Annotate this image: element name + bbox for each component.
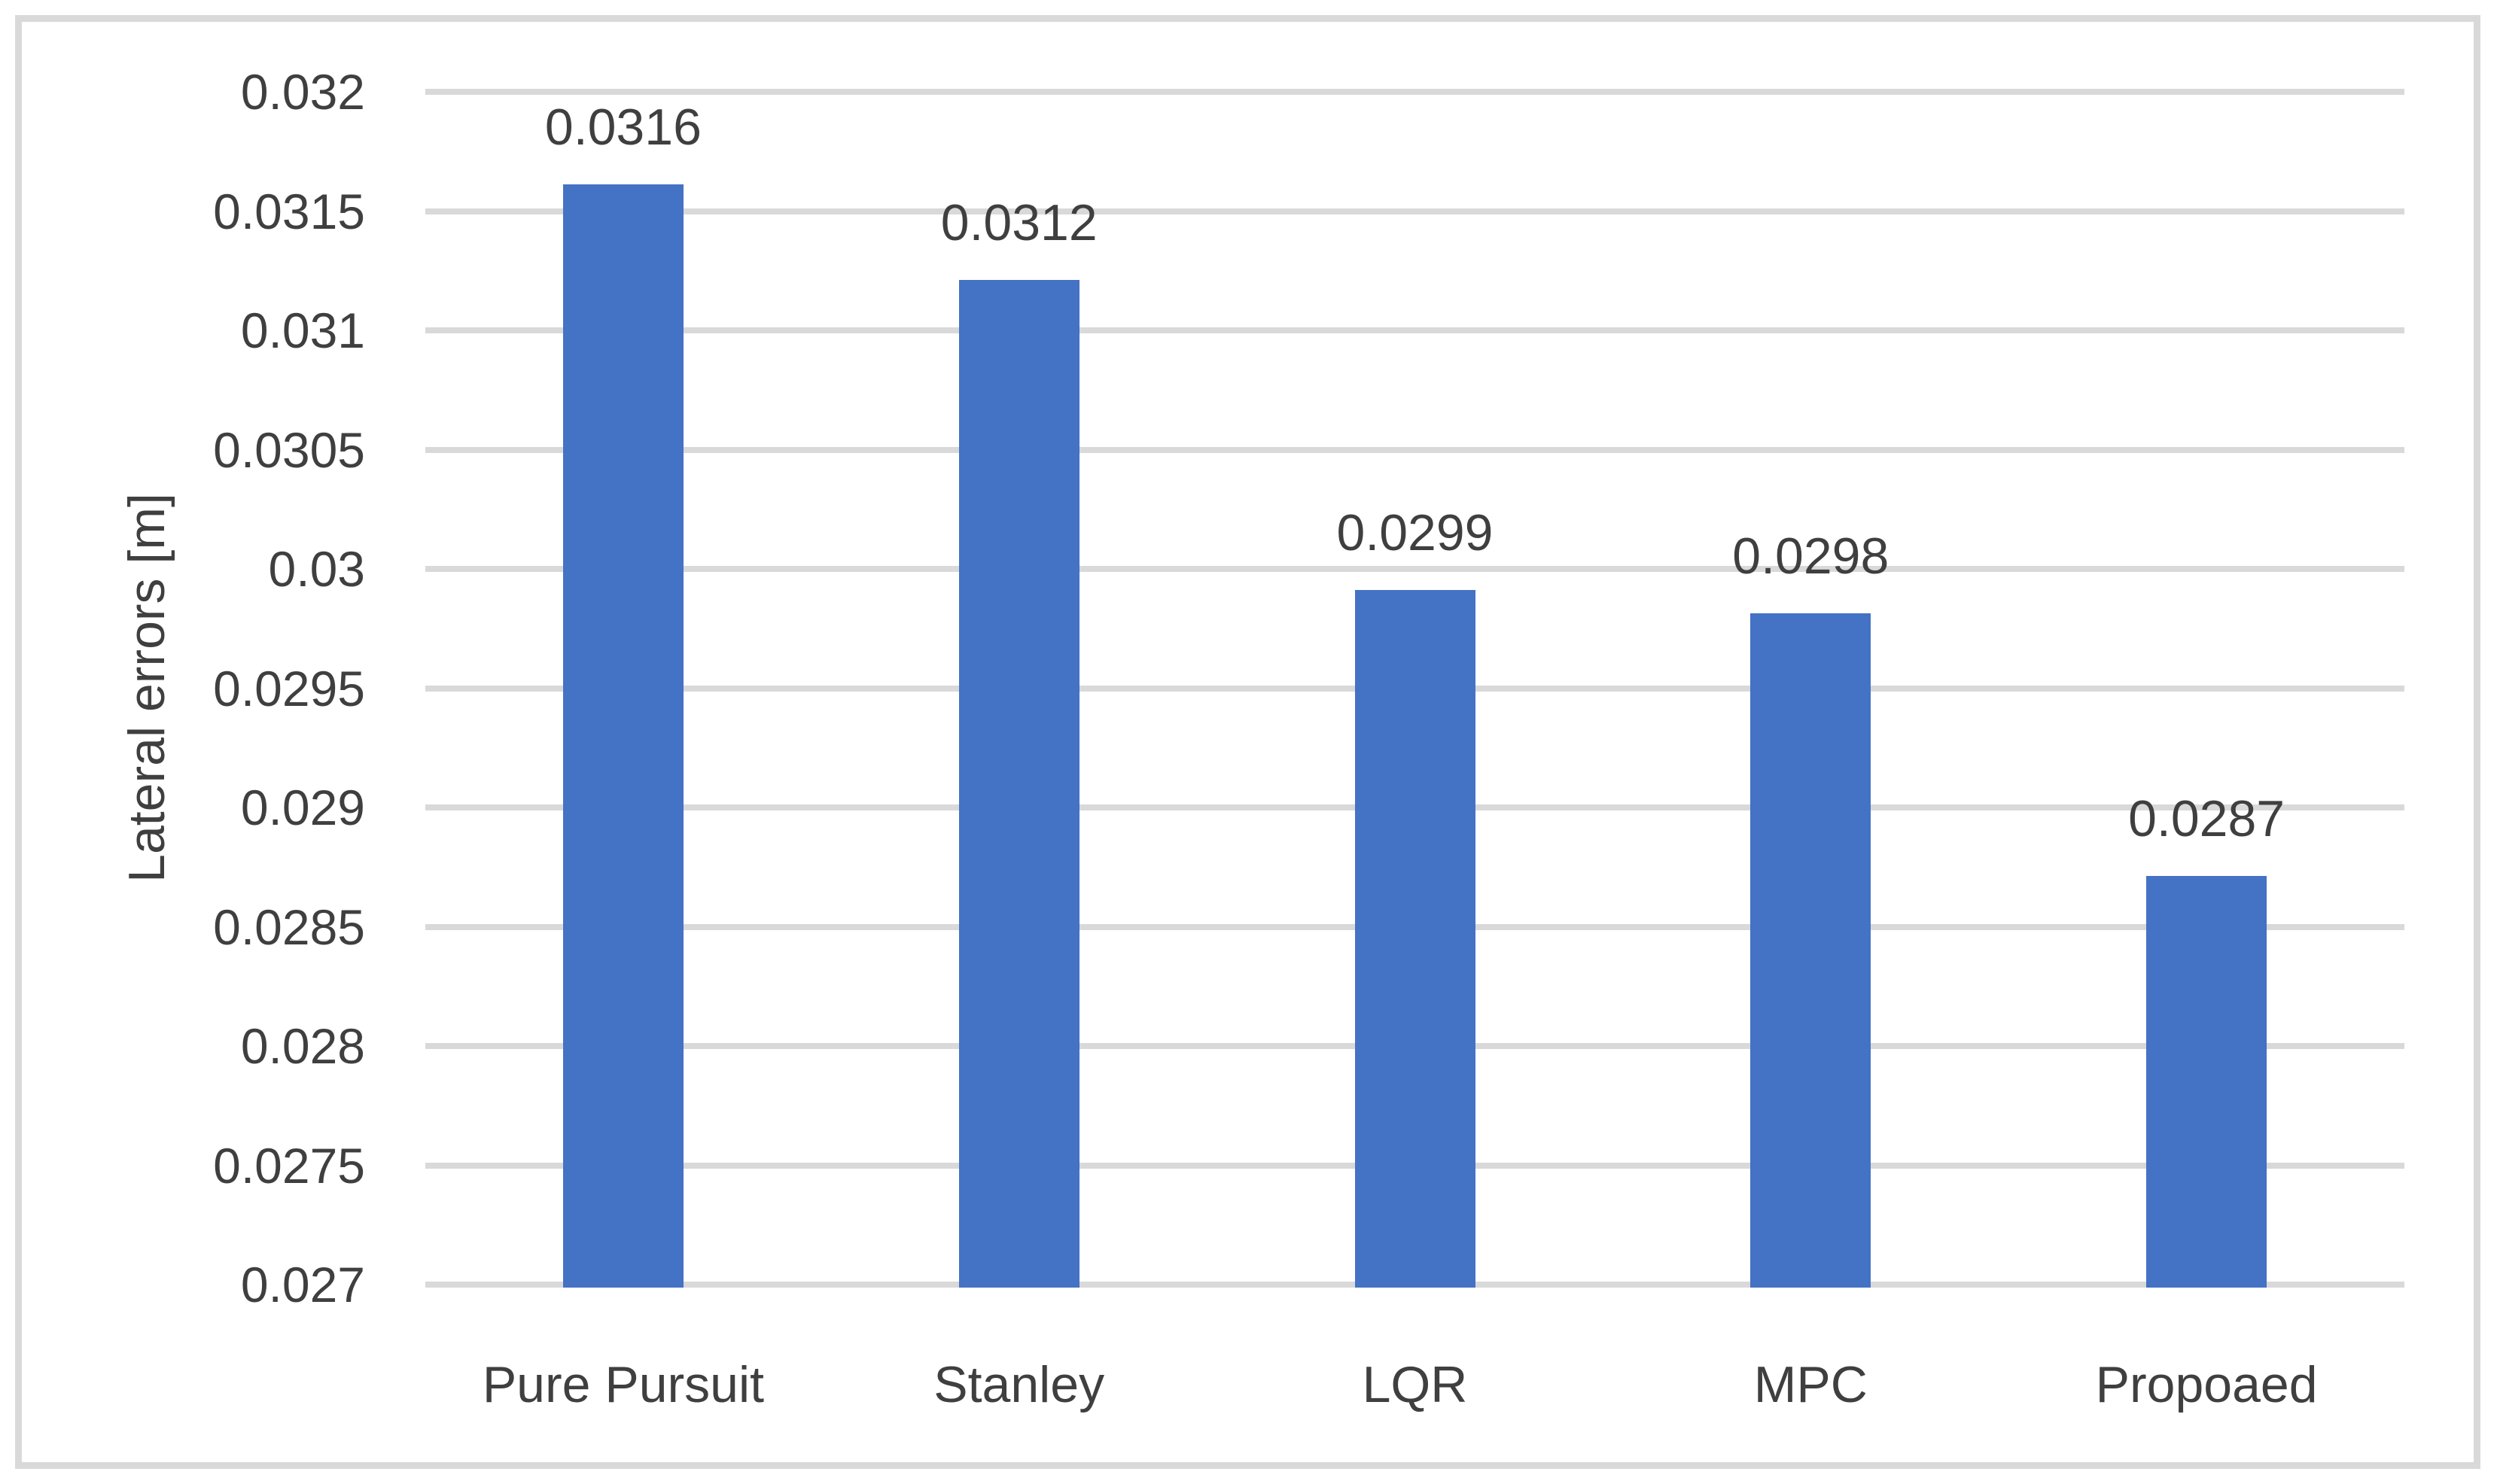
y-tick-label: 0.029 bbox=[240, 780, 365, 835]
y-tick-label: 0.0305 bbox=[213, 421, 365, 478]
y-tick-label: 0.0275 bbox=[213, 1137, 365, 1194]
gridline bbox=[425, 446, 2404, 453]
y-tick-label: 0.028 bbox=[240, 1018, 365, 1074]
y-tick-label: 0.027 bbox=[240, 1257, 365, 1312]
bar-lqr bbox=[1354, 589, 1475, 1288]
y-tick-label: 0.031 bbox=[240, 303, 365, 358]
x-category-label: LQR bbox=[1362, 1356, 1468, 1413]
figure-border bbox=[15, 15, 2480, 1469]
y-tick-label: 0.0285 bbox=[213, 899, 365, 955]
bar-pure-pursuit bbox=[562, 184, 684, 1288]
bar-value-label: 0.0298 bbox=[1732, 528, 1889, 585]
gridline bbox=[425, 327, 2404, 333]
x-axis-category-labels: Pure Pursuit Stanley LQR MPC Propoaed bbox=[425, 1355, 2404, 1422]
x-category-label: Propoaed bbox=[2095, 1356, 2318, 1413]
bar-value-label: 0.0316 bbox=[544, 98, 702, 156]
y-tick-label: 0.03 bbox=[268, 541, 365, 597]
bar-mpc bbox=[1750, 613, 1871, 1288]
y-tick-label: 0.032 bbox=[240, 64, 365, 120]
plot-area: 0.0316 0.0312 0.0299 0.0298 0.0287 bbox=[425, 89, 2404, 1288]
x-category-label: Stanley bbox=[933, 1356, 1105, 1413]
bar-value-label: 0.0287 bbox=[2128, 790, 2285, 848]
x-category-label: Pure Pursuit bbox=[482, 1356, 764, 1413]
y-tick-label: 0.0315 bbox=[213, 183, 365, 239]
bar-value-label: 0.0312 bbox=[940, 193, 1098, 251]
y-axis-tick-labels: 0.027 0.0275 0.028 0.0285 0.029 0.0295 0.03 0.0… bbox=[0, 66, 365, 1310]
bar-stanley bbox=[958, 279, 1079, 1288]
gridline bbox=[425, 89, 2404, 95]
gridline bbox=[425, 208, 2404, 214]
x-category-label: MPC bbox=[1753, 1356, 1868, 1413]
y-tick-label: 0.0295 bbox=[213, 660, 365, 716]
gridline bbox=[425, 566, 2404, 572]
bar-value-label: 0.0299 bbox=[1336, 503, 1494, 561]
y-axis-title: Lateral errors [m] bbox=[118, 493, 175, 883]
bar-propoaed bbox=[2146, 876, 2267, 1288]
